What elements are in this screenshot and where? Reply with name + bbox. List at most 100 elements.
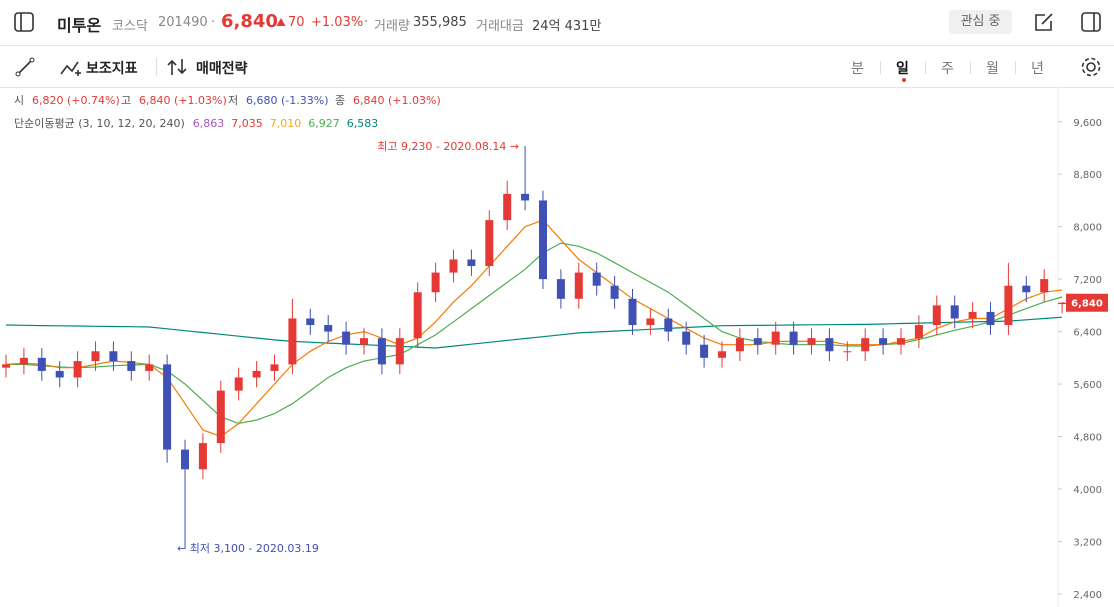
ohlc-label: 저 (228, 94, 238, 107)
candle-body (1022, 285, 1031, 293)
period-tab[interactable]: 일 (896, 61, 909, 77)
candle-body (55, 370, 64, 378)
candle-body (861, 338, 870, 352)
candle-body (19, 357, 28, 365)
divider (1015, 61, 1016, 74)
candle-body (825, 338, 834, 352)
candle-body (592, 272, 601, 286)
candle-body (986, 311, 995, 326)
divider (925, 61, 926, 74)
candle-body (413, 292, 422, 339)
chart: 시 6,820 (+0.74%) 고 6,840 (+1.03%) 저 6,680 (-1… (2, 87, 1108, 607)
candle-body (574, 272, 583, 299)
selected-dot (902, 78, 906, 82)
low-annotation: ← 최저 3,100 - 2020.03.19 (177, 542, 319, 555)
y-tick-label: 7,200 (1073, 275, 1102, 286)
candle-body (539, 200, 547, 280)
strategy-icon[interactable] (167, 57, 191, 77)
price: 6,840 (221, 11, 278, 32)
divider (970, 61, 971, 74)
period-tab[interactable]: 월 (986, 61, 999, 77)
candle-body (216, 390, 225, 444)
candle-body (897, 338, 905, 345)
ma-value: 6,583 (347, 117, 379, 130)
candle-body (753, 338, 762, 345)
candle-body (700, 344, 709, 358)
volume: 355,985 (413, 15, 467, 30)
candle-body (109, 351, 118, 362)
candle-body (735, 338, 744, 352)
candle-body (449, 259, 458, 273)
candle-body (234, 377, 243, 391)
settings-icon[interactable] (1080, 56, 1102, 78)
candle-body (807, 338, 816, 345)
separator: · (364, 15, 369, 30)
sidebar-toggle[interactable] (14, 12, 34, 32)
candle-body (270, 364, 279, 371)
candle-body (1040, 279, 1049, 293)
ohlc-value: 6,840 (+1.03%) (139, 94, 227, 107)
candle-body (181, 449, 189, 470)
period-tab[interactable]: 주 (941, 61, 954, 77)
divider (880, 61, 881, 74)
period-tab[interactable]: 년 (1031, 61, 1044, 77)
candle-body (628, 298, 637, 326)
candle-body (2, 364, 10, 368)
up-icon (276, 18, 286, 26)
amount: 24억 431만 (532, 19, 602, 34)
y-tick-label: 4,800 (1073, 433, 1102, 444)
separator: · (211, 15, 216, 30)
volume-label: 거래량 (374, 19, 410, 34)
candle-body (914, 325, 923, 339)
y-tick-label: 2,400 (1073, 590, 1102, 601)
candle-body (395, 338, 404, 365)
y-tick-label: 3,200 (1073, 537, 1102, 548)
ma-line (5, 316, 1063, 349)
candle-body (163, 364, 172, 450)
draw-tool[interactable] (15, 57, 35, 77)
indicator-icon[interactable] (60, 57, 82, 77)
indicators-button[interactable]: 보조지표 (86, 61, 138, 77)
period-tab[interactable]: 분 (851, 61, 864, 77)
candle-body (932, 305, 941, 326)
watch-button[interactable]: 관심 중 (949, 10, 1012, 34)
stock-name: 미투온 (57, 16, 102, 35)
edit-icon[interactable] (1034, 12, 1054, 32)
divider (156, 58, 157, 76)
ma-value: 7,010 (270, 117, 302, 130)
ohlc-label: 종 (335, 94, 345, 107)
candle-body (879, 338, 888, 345)
ohlc-label: 고 (121, 94, 131, 107)
candle-body (288, 318, 297, 365)
ma-title: 단순이동평균 (3, 10, 12, 20, 240) (14, 117, 185, 130)
last-price-box (1066, 293, 1108, 312)
y-tick-label: 9,600 (1073, 118, 1102, 129)
change: 70 (288, 15, 305, 30)
ma-value: 6,863 (193, 117, 225, 130)
header: 미투온 코스닥 201490 · 6,840 70 +1.03% · 거래량 3… (0, 0, 1114, 46)
panel-toggle[interactable] (1081, 12, 1101, 32)
y-tick-label: 6,400 (1073, 328, 1102, 339)
candle-body (37, 357, 46, 371)
candle-body (1058, 302, 1067, 305)
amount-label: 거래대금 (476, 19, 524, 34)
candle-body (431, 272, 440, 293)
candle-body (556, 279, 565, 299)
candle-body (467, 259, 476, 267)
candle-body (521, 193, 530, 201)
candle-body (377, 338, 386, 365)
candle-body (306, 318, 315, 326)
change-pct: +1.03% (311, 15, 364, 30)
candle-body (360, 338, 368, 345)
candle-body (1004, 285, 1013, 326)
candle-body (664, 318, 673, 332)
candle-body (145, 364, 154, 371)
candle-body (968, 311, 977, 319)
candle-body (610, 285, 619, 299)
candle-body (91, 351, 100, 362)
candle-body (646, 318, 655, 326)
candle-body (252, 370, 261, 378)
ohlc-label: 시 (14, 94, 24, 107)
strategy-button[interactable]: 매매전략 (196, 61, 248, 77)
